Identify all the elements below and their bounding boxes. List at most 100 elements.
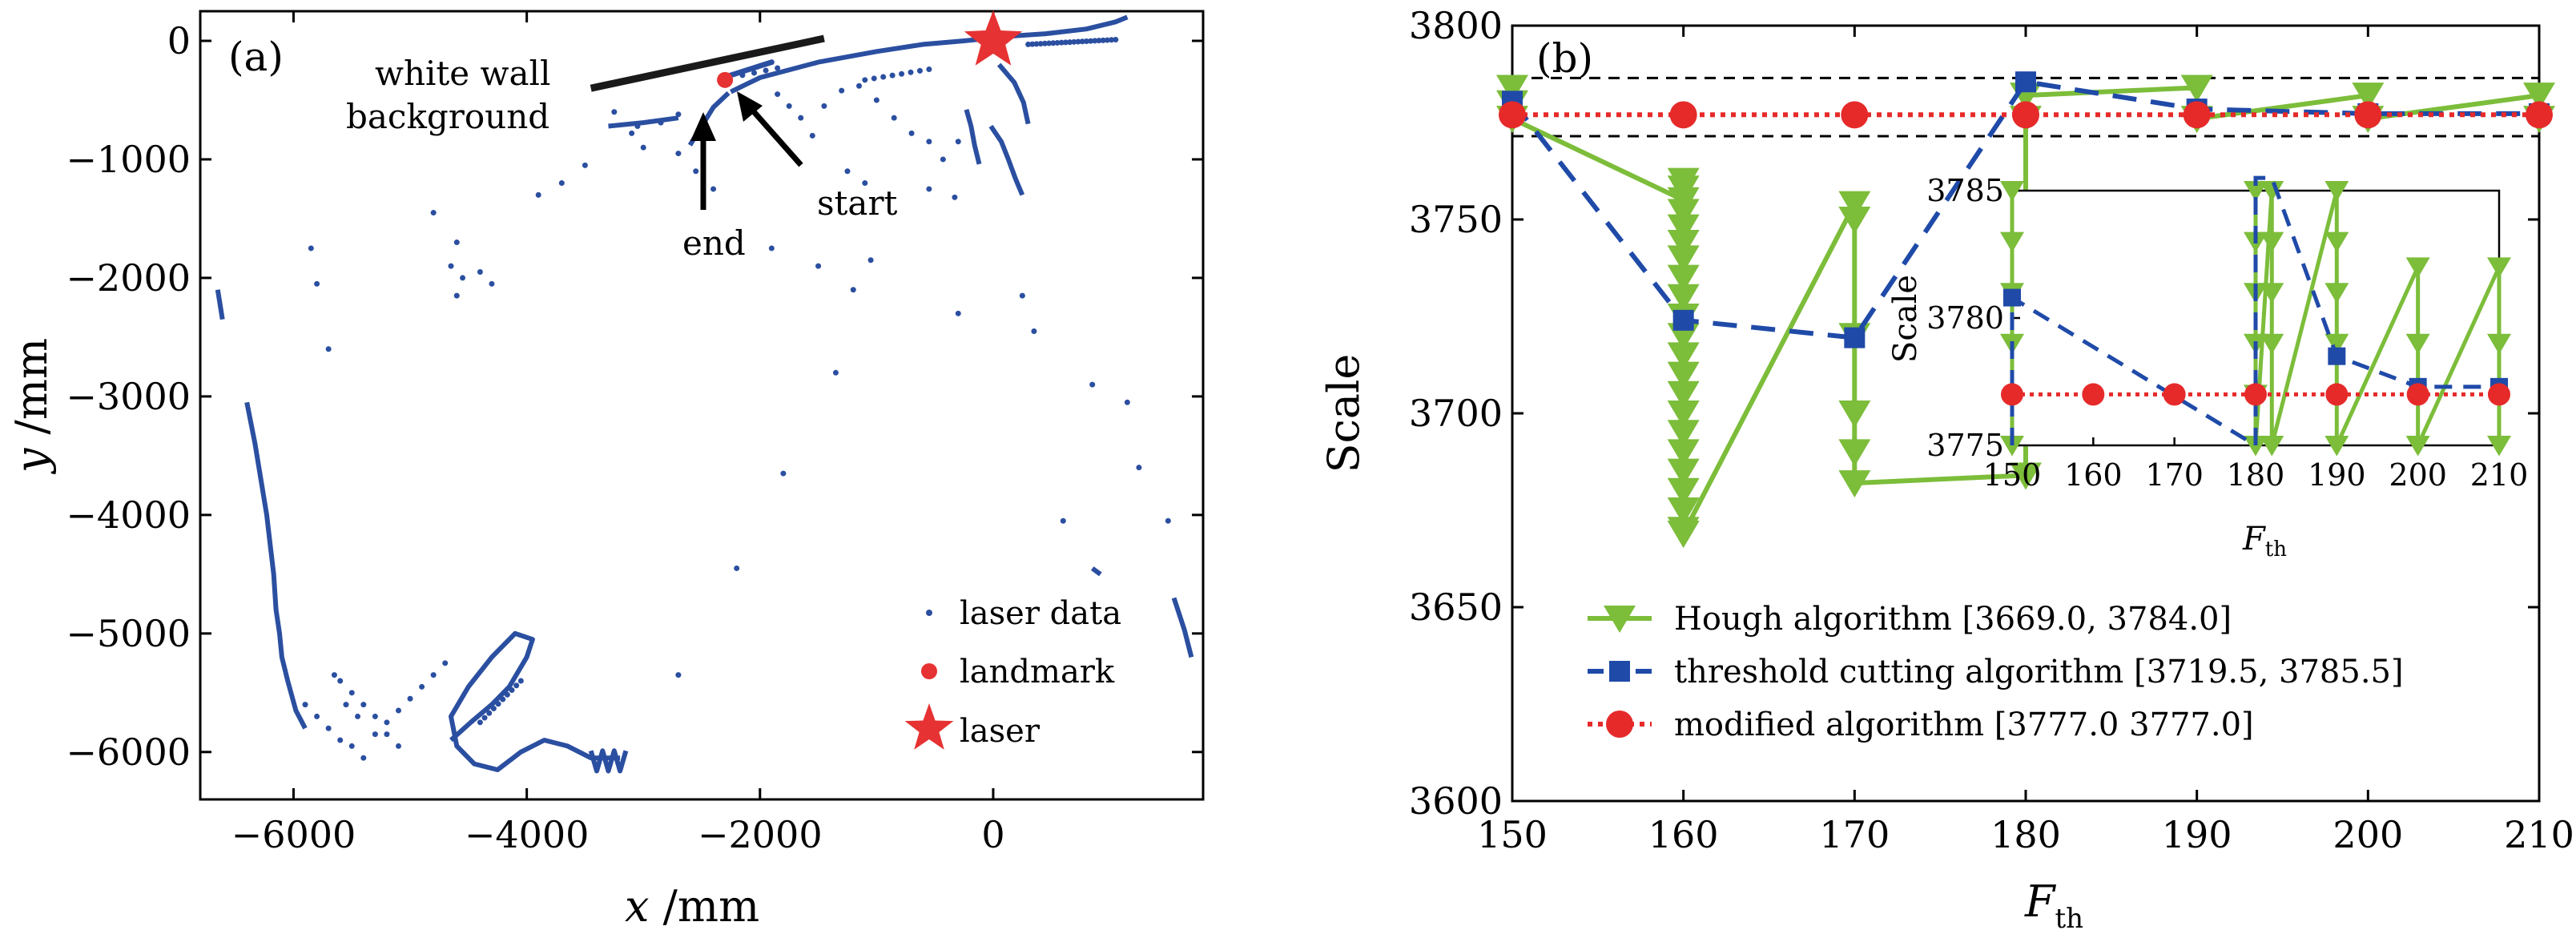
x-tick-label: 190 bbox=[2162, 813, 2232, 856]
laser-data-point bbox=[325, 346, 332, 352]
laser-data-point bbox=[1075, 38, 1081, 45]
inset-hough-marker bbox=[2260, 231, 2284, 253]
inset-hough-marker bbox=[2487, 333, 2511, 355]
panel-a-ylabel: y /mm bbox=[6, 338, 57, 474]
laser-data-point bbox=[337, 737, 344, 743]
inset-hough-marker bbox=[2324, 283, 2349, 304]
laser-data-curve bbox=[988, 124, 1025, 196]
laser-data-point bbox=[1046, 40, 1053, 46]
y-tick-label: 3750 bbox=[1409, 198, 1503, 241]
laser-data-point bbox=[419, 683, 425, 690]
laser-data-point bbox=[768, 59, 775, 66]
legend-marker-modified bbox=[1606, 711, 1633, 738]
panel-b-legend: Hough algorithm [3669.0, 3784.0] thresho… bbox=[1588, 601, 2404, 743]
panel-b-ylabel: Scale bbox=[1318, 354, 1369, 473]
hough-marker bbox=[2352, 83, 2385, 111]
hough-marker bbox=[1667, 477, 1700, 505]
panel-b-ticks: 150 160 170 180 190 200 210 3600 3650 3700 3750 380… bbox=[1409, 4, 2574, 856]
inset-hough-marker bbox=[2244, 181, 2268, 202]
laser-data-point bbox=[952, 194, 958, 200]
legend-marker-laser-data bbox=[926, 610, 932, 616]
panel-a-frame bbox=[199, 10, 1205, 801]
hough-marker bbox=[1667, 361, 1700, 389]
hough-marker bbox=[1667, 497, 1700, 525]
x-tick-label: 170 bbox=[1819, 813, 1890, 856]
laser-data-curve bbox=[449, 630, 621, 772]
laser-data-point bbox=[535, 191, 541, 198]
laser-data-point bbox=[1062, 39, 1069, 46]
laser-data-point bbox=[407, 695, 413, 702]
laser-data-point bbox=[517, 678, 524, 684]
laser-data-point bbox=[926, 186, 932, 192]
hough-marker bbox=[2180, 74, 2213, 103]
hough-marker bbox=[1667, 521, 1700, 549]
hough-marker bbox=[1667, 420, 1700, 448]
laser-data-point bbox=[558, 180, 565, 187]
hough-marker bbox=[1667, 199, 1700, 227]
laser-data-point bbox=[489, 280, 495, 287]
laser-data-point bbox=[1054, 39, 1061, 46]
inset-hough-marker bbox=[2260, 436, 2284, 457]
laser-data-point bbox=[786, 103, 792, 109]
inset-modified-marker bbox=[2325, 383, 2349, 406]
laser-data-curve bbox=[608, 115, 679, 129]
hough-marker bbox=[1496, 74, 1528, 103]
inset-hough-marker bbox=[2244, 436, 2268, 457]
laser-data-point bbox=[337, 678, 344, 684]
inset-hough-marker bbox=[2324, 181, 2349, 202]
y-tick-label: −5000 bbox=[66, 612, 191, 655]
laser-data-point bbox=[355, 713, 361, 719]
y-tick-label: −6000 bbox=[66, 731, 191, 774]
hough-marker bbox=[1838, 470, 1871, 498]
laser-data-point bbox=[308, 245, 314, 252]
laser-data-point bbox=[862, 77, 868, 83]
inset-hough-marker bbox=[2324, 436, 2349, 457]
laser-data-point bbox=[821, 103, 827, 109]
laser-data-point bbox=[1037, 41, 1044, 47]
laser-data-point bbox=[832, 369, 839, 376]
laser-data-point bbox=[477, 719, 483, 726]
annotation-start: start bbox=[817, 183, 898, 223]
laser-data-point bbox=[871, 75, 877, 82]
laser-data-point bbox=[734, 565, 740, 571]
x-tick-label: −4000 bbox=[465, 813, 590, 856]
laser-data-point bbox=[658, 119, 664, 126]
laser-data-point bbox=[634, 123, 641, 130]
laser-data-point bbox=[880, 74, 887, 80]
legend-marker-threshold bbox=[1609, 661, 1630, 682]
inset-y-tick-label: 3775 bbox=[1926, 428, 2004, 463]
inset-x-tick-label: 190 bbox=[2308, 457, 2366, 493]
laser-data-point bbox=[1136, 465, 1142, 471]
laser-data-point bbox=[850, 287, 856, 293]
y-tick-label: 3650 bbox=[1409, 586, 1503, 629]
y-tick-label: −1000 bbox=[66, 138, 191, 181]
hough-marker bbox=[1667, 458, 1700, 486]
x-tick-label: 200 bbox=[2332, 813, 2403, 856]
inset-x-tick-label: 210 bbox=[2470, 457, 2529, 493]
modified-marker bbox=[1499, 101, 1526, 129]
laser-data-point bbox=[780, 470, 787, 477]
laser-data-point bbox=[899, 70, 905, 77]
laser-data-point bbox=[460, 275, 466, 281]
inset-hough-marker bbox=[2324, 333, 2349, 355]
laser-data-curve bbox=[244, 401, 308, 730]
y-tick-label: −4000 bbox=[66, 493, 191, 537]
panel-b-data bbox=[1496, 71, 2555, 549]
modified-marker bbox=[2354, 101, 2382, 129]
inset-hough-marker bbox=[2260, 181, 2284, 202]
laser-data-point bbox=[856, 83, 863, 89]
laser-data-point bbox=[611, 109, 618, 115]
laser-data-point bbox=[372, 713, 378, 719]
hough-marker bbox=[1667, 214, 1700, 242]
laser-data-point bbox=[1031, 328, 1037, 335]
laser-data-point bbox=[955, 310, 961, 316]
legend-marker-landmark bbox=[921, 663, 937, 679]
y-tick-label: 3800 bbox=[1409, 4, 1503, 47]
landmark-point bbox=[717, 71, 734, 88]
hough-marker bbox=[1667, 245, 1700, 273]
inset-hough-marker bbox=[2324, 231, 2349, 253]
hough-marker bbox=[1838, 439, 1871, 467]
inset-threshold-marker bbox=[2003, 288, 2021, 307]
modified-marker bbox=[2012, 101, 2039, 129]
